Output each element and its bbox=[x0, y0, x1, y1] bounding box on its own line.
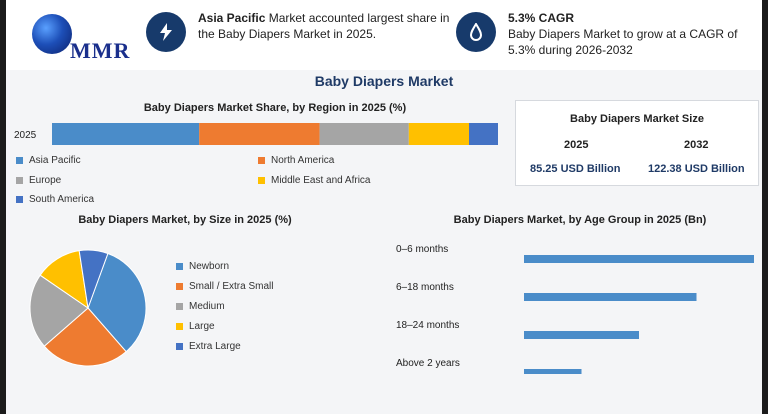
main-title: Baby Diapers Market bbox=[314, 73, 454, 89]
pie-slice-newborn bbox=[87, 252, 147, 353]
kpi-cagr: 5.3% CAGR Baby Diapers Market to grow at… bbox=[456, 10, 756, 66]
globe-icon bbox=[32, 14, 72, 54]
size-legend-swatch bbox=[176, 343, 183, 350]
region-bar-middle-east-and-africa bbox=[408, 123, 470, 145]
size-legend-newborn: Newborn bbox=[176, 261, 229, 272]
kpi-region: Asia Pacific Market accounted largest sh… bbox=[146, 10, 456, 66]
age-label-0-6-months: 0–6 months bbox=[396, 244, 448, 255]
market-size-value-2025-unit: USD Billion bbox=[557, 163, 621, 175]
age-bar-18-24-months bbox=[524, 331, 639, 339]
market-size-title: Baby Diapers Market Size bbox=[570, 113, 704, 125]
size-legend-label: Small / Extra Small bbox=[189, 281, 274, 292]
region-legend-label: Europe bbox=[29, 175, 62, 186]
kpi-region-line1: Market accounted largest share in bbox=[265, 11, 450, 25]
market-size-value-2032-number: 122.38 bbox=[648, 163, 682, 175]
region-legend-swatch bbox=[16, 196, 23, 203]
header: MMR Asia Pacific Market accounted larges… bbox=[6, 0, 762, 70]
region-legend-swatch bbox=[16, 177, 23, 184]
region-legend-label: North America bbox=[271, 155, 335, 166]
size-legend-swatch bbox=[176, 303, 183, 310]
age-label-above-2-years: Above 2 years bbox=[396, 358, 460, 369]
market-size-year-2032: 2032 bbox=[684, 139, 709, 151]
size-legend-swatch bbox=[176, 263, 183, 270]
size-legend-medium: Medium bbox=[176, 301, 225, 312]
region-chart-title: Baby Diapers Market Share, by Region in … bbox=[143, 102, 407, 114]
age-chart-title: Baby Diapers Market, by Age Group in 202… bbox=[453, 214, 707, 226]
kpi-region-line2: the Baby Diapers Market in 2025. bbox=[198, 27, 377, 41]
pie-slice-small-extra-small bbox=[43, 307, 127, 367]
market-size-box: Baby Diapers Market Size 2025 2032 85.25… bbox=[515, 100, 759, 186]
market-size-year-2025: 2025 bbox=[564, 139, 589, 151]
pie-slice-medium bbox=[29, 274, 89, 347]
kpi-cagr-line2: 5.3% during 2026-2032 bbox=[508, 43, 633, 57]
region-legend-middle-east-and-africa: Middle East and Africa bbox=[258, 175, 371, 186]
age-label-6-18-months: 6–18 months bbox=[396, 282, 454, 293]
region-bar-south-america bbox=[469, 123, 498, 145]
region-chart: 2025 bbox=[14, 123, 498, 145]
region-legend-europe: Europe bbox=[16, 175, 61, 186]
market-size-value-2032: 122.38 USD Billion bbox=[648, 163, 745, 175]
region-legend-north-america: North America bbox=[258, 155, 334, 166]
size-legend-label: Medium bbox=[189, 301, 225, 312]
size-legend-label: Large bbox=[189, 321, 215, 332]
size-pie-chart bbox=[29, 249, 147, 367]
size-legend-label: Newborn bbox=[189, 261, 230, 272]
region-bar-europe bbox=[319, 123, 409, 145]
size-legend-label: Extra Large bbox=[189, 341, 241, 352]
size-legend-swatch bbox=[176, 323, 183, 330]
drop-icon bbox=[456, 12, 496, 52]
kpi-cagr-bold: 5.3% CAGR bbox=[508, 11, 575, 25]
region-legend-south-america: South America bbox=[16, 194, 94, 205]
age-bar-6-18-months bbox=[524, 293, 697, 301]
market-size-value-2032-unit: USD Billion bbox=[681, 163, 745, 175]
pie-slice-extra-large bbox=[78, 249, 109, 309]
logo-text: MMR bbox=[70, 38, 131, 63]
size-legend-extra-large: Extra Large bbox=[176, 341, 241, 352]
market-size-value-2025-number: 85.25 bbox=[530, 163, 558, 175]
region-bar-north-america bbox=[199, 123, 320, 145]
mmr-logo[interactable]: MMR bbox=[32, 12, 132, 68]
kpi-region-bold: Asia Pacific bbox=[198, 11, 266, 25]
age-label-18-24-months: 18–24 months bbox=[396, 320, 459, 331]
age-bar-0-6-months bbox=[524, 255, 754, 263]
age-bar-above-2-years bbox=[524, 369, 582, 374]
size-legend-small-extra-small: Small / Extra Small bbox=[176, 281, 273, 292]
region-category-label: 2025 bbox=[14, 130, 37, 141]
region-legend-asia-pacific: Asia Pacific bbox=[16, 155, 81, 166]
lightning-icon bbox=[146, 12, 186, 52]
region-legend-label: Asia Pacific bbox=[29, 155, 81, 166]
size-legend-swatch bbox=[176, 283, 183, 290]
region-legend-label: Middle East and Africa bbox=[271, 175, 371, 186]
size-legend-large: Large bbox=[176, 321, 215, 332]
kpi-region-text: Asia Pacific Market accounted largest sh… bbox=[198, 10, 449, 42]
kpi-cagr-text: 5.3% CAGR Baby Diapers Market to grow at… bbox=[508, 10, 737, 58]
region-legend-swatch bbox=[258, 177, 265, 184]
market-size-value-2025: 85.25 USD Billion bbox=[530, 163, 620, 175]
region-legend-swatch bbox=[16, 157, 23, 164]
region-legend-swatch bbox=[258, 157, 265, 164]
age-bar-chart: 0–6 months 6–18 months 18–24 months Above 2… bbox=[396, 244, 754, 374]
kpi-cagr-line1: Baby Diapers Market to grow at a CAGR of bbox=[508, 27, 738, 41]
region-bar-asia-pacific bbox=[52, 123, 200, 145]
region-legend-label: South America bbox=[29, 194, 95, 205]
size-chart-title: Baby Diapers Market, by Size in 2025 (%) bbox=[78, 214, 292, 226]
